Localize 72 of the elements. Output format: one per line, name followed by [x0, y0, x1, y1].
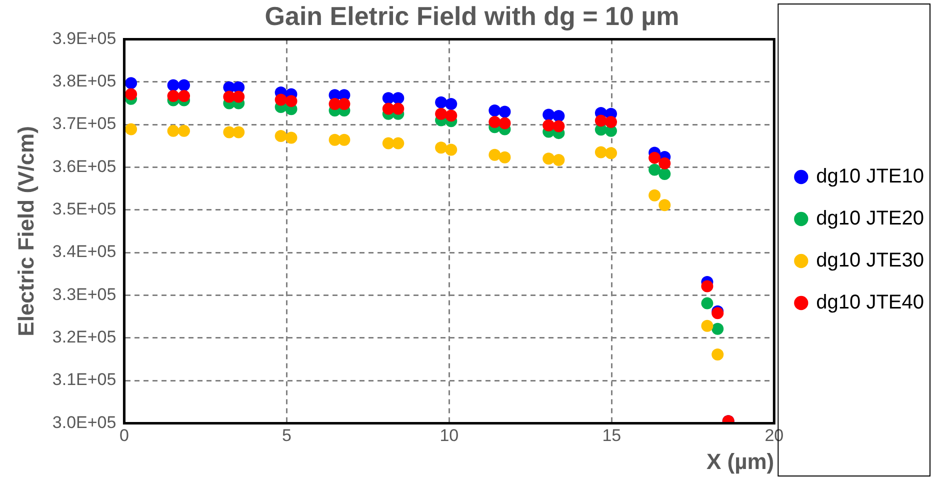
point: [125, 123, 138, 136]
y-tick-label: 3.0E+05: [52, 412, 116, 432]
point: [488, 148, 501, 161]
y-tick-label: 3.5E+05: [52, 200, 116, 219]
point: [712, 322, 724, 335]
point: [712, 348, 724, 361]
point: [701, 280, 714, 292]
point: [542, 119, 555, 132]
point: [178, 90, 190, 102]
y-tick-label: 3.9E+05: [52, 28, 116, 48]
legend-label: dg10 JTE30: [816, 250, 924, 272]
point: [125, 88, 138, 100]
x-axis-title: X (µm): [706, 448, 774, 474]
y-tick-label: 3.1E+05: [52, 370, 116, 390]
y-tick-label: 3.7E+05: [52, 114, 116, 134]
point: [648, 164, 661, 176]
point: [594, 114, 607, 127]
y-tick-label: 3.8E+05: [52, 72, 116, 91]
point: [445, 110, 458, 122]
point: [605, 116, 618, 128]
point: [552, 154, 565, 166]
point: [701, 297, 714, 310]
point: [498, 106, 511, 118]
legend-label: dg10 JTE20: [816, 208, 924, 230]
point: [285, 95, 298, 108]
point: [274, 130, 287, 142]
legend-label: dg10 JTE40: [816, 292, 924, 314]
point: [167, 124, 180, 137]
point: [552, 120, 565, 132]
y-tick-label: 3.6E+05: [52, 156, 116, 176]
point: [338, 98, 350, 110]
x-tick-label: 10: [440, 426, 459, 446]
point: [274, 94, 287, 106]
point: [488, 116, 501, 128]
point: [392, 137, 404, 150]
point: [658, 157, 671, 170]
point: [488, 104, 501, 116]
point: [648, 152, 661, 164]
point: [552, 110, 565, 122]
point: [445, 98, 458, 110]
point: [178, 124, 190, 137]
point: [435, 142, 448, 154]
point: [701, 320, 714, 332]
point: [435, 96, 448, 108]
point: [594, 146, 607, 158]
point: [392, 102, 404, 115]
point: [392, 92, 404, 104]
point: [445, 144, 458, 156]
x-tick-label: 15: [602, 426, 622, 446]
y-tick-label: 3.2E+05: [52, 328, 116, 347]
y-tick-label: 3.3E+05: [52, 284, 116, 304]
point: [542, 152, 555, 165]
point: [498, 151, 511, 164]
point: [658, 199, 671, 212]
x-tick-label: 0: [119, 426, 129, 446]
x-tick-label: 5: [282, 426, 292, 446]
point: [232, 126, 245, 138]
point: [178, 79, 190, 92]
point: [435, 108, 448, 120]
legend-label: dg10 JTE10: [816, 166, 924, 188]
point: [648, 189, 661, 202]
point: [232, 90, 245, 103]
point: [498, 117, 511, 130]
y-tick-label: 3.4E+05: [52, 242, 116, 262]
point: [167, 90, 180, 102]
point: [338, 134, 350, 146]
y-axis-title: Electric Field (V/cm): [13, 126, 38, 336]
point: [125, 77, 138, 90]
point: [658, 168, 671, 180]
point: [285, 132, 298, 144]
point: [605, 147, 618, 160]
chart-title: Gain Eletric Field with dg = 10 µm: [264, 0, 680, 31]
